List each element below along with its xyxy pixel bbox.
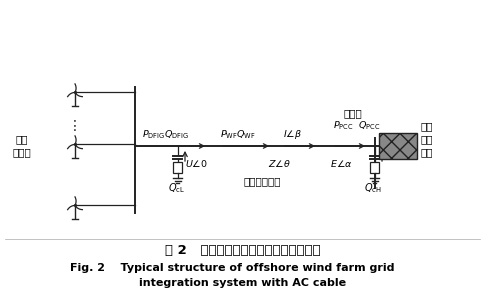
- Text: $U\angle0$: $U\angle0$: [184, 157, 208, 169]
- Bar: [173, 162, 182, 173]
- Text: $E\angle\alpha$: $E\angle\alpha$: [329, 157, 352, 169]
- Text: ⋮: ⋮: [68, 119, 82, 133]
- Text: 陆上: 陆上: [420, 121, 433, 131]
- Text: integration system with AC cable: integration system with AC cable: [138, 278, 346, 288]
- Text: 海上
风电场: 海上 风电场: [13, 135, 31, 158]
- Text: $P_{\mathrm{WF}}Q_{\mathrm{WF}}$: $P_{\mathrm{WF}}Q_{\mathrm{WF}}$: [220, 129, 255, 141]
- Text: 图 2   海上风电场交流送出系统典型结构: 图 2 海上风电场交流送出系统典型结构: [165, 244, 319, 257]
- Text: $Z\angle\theta$: $Z\angle\theta$: [268, 157, 290, 169]
- Text: $Q_{\mathrm{cL}}$: $Q_{\mathrm{cL}}$: [168, 181, 185, 195]
- Bar: [370, 162, 378, 173]
- Bar: [378, 133, 416, 159]
- Text: 电网: 电网: [420, 147, 433, 157]
- Text: $Q_{\mathrm{cH}}$: $Q_{\mathrm{cH}}$: [363, 181, 381, 195]
- Text: $I\angle\beta$: $I\angle\beta$: [283, 128, 302, 141]
- Text: $Q_{\mathrm{PCC}}$: $Q_{\mathrm{PCC}}$: [357, 119, 379, 132]
- Text: 并网点: 并网点: [343, 108, 362, 118]
- Text: $P_{\mathrm{PCC}}$: $P_{\mathrm{PCC}}$: [333, 119, 353, 132]
- Text: $P_{\mathrm{DFIG}}Q_{\mathrm{DFIG}}$: $P_{\mathrm{DFIG}}Q_{\mathrm{DFIG}}$: [142, 129, 189, 141]
- Text: Fig. 2    Typical structure of offshore wind farm grid: Fig. 2 Typical structure of offshore win…: [70, 263, 394, 273]
- Text: 高压交流电网: 高压交流电网: [243, 176, 280, 186]
- Text: 交流: 交流: [420, 134, 433, 144]
